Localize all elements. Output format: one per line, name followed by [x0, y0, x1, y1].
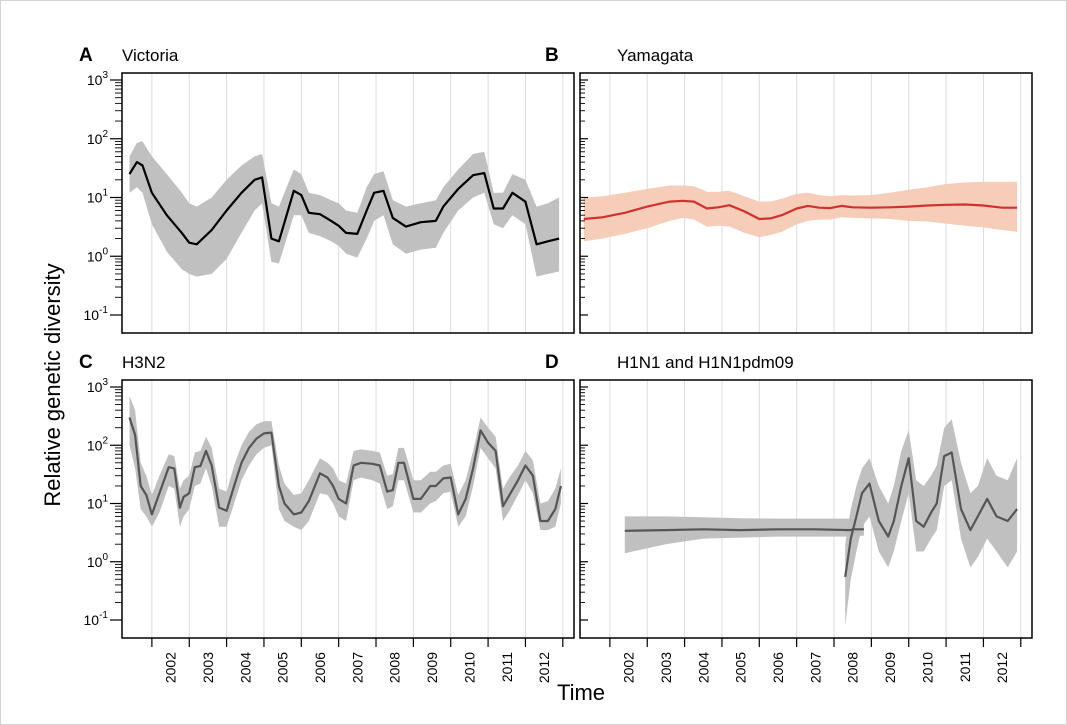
- x-tick-label: 2008: [387, 652, 403, 683]
- x-tick-label: 2008: [845, 652, 861, 683]
- panel-letter: C: [79, 352, 93, 373]
- panel-letter: B: [545, 45, 559, 66]
- series-line: [128, 161, 560, 246]
- x-tick-label: 2002: [621, 652, 637, 683]
- confidence-band: [129, 396, 561, 531]
- series-line-2: [844, 451, 1018, 578]
- y-tick-label: 103: [87, 70, 109, 88]
- x-tick-label: 2002: [163, 652, 179, 683]
- panel-A: 10-1 100 101 102 103 A Victoria: [79, 45, 575, 334]
- y-tick-label: 101: [87, 188, 109, 206]
- x-tick-label: 2012: [536, 652, 552, 683]
- panel-B: B Yamagata: [545, 45, 1033, 334]
- y-tick-label: 10-1: [84, 610, 109, 628]
- y-tick-label: 100: [87, 552, 109, 570]
- y-tick-label: 10-1: [84, 305, 109, 323]
- x-tick-label: 2010: [461, 652, 477, 683]
- x-tick-label: 2012: [994, 652, 1010, 683]
- panel-title: Yamagata: [617, 46, 694, 65]
- panel-letter: D: [545, 352, 559, 373]
- confidence-band-2: [845, 419, 1018, 626]
- x-tick-label: 2006: [770, 652, 786, 683]
- plot-area-B: [583, 73, 1022, 333]
- confidence-band: [583, 181, 1018, 242]
- panel-title: H1N1 and H1N1pdm09: [617, 353, 794, 372]
- x-axis-label: Time: [557, 680, 605, 705]
- x-tick-label: 2005: [275, 652, 291, 683]
- y-tick-label: 102: [87, 435, 109, 453]
- plot-area-D: [609, 380, 1022, 638]
- plot-area-A: [128, 73, 564, 333]
- x-tick-label: 2009: [424, 652, 440, 683]
- x-tick-label: 2003: [200, 652, 216, 683]
- confidence-band: [129, 141, 560, 277]
- y-axis-label: Relative genetic diversity: [40, 263, 65, 506]
- x-tick-label: 2009: [882, 652, 898, 683]
- x-tick-label: 2010: [919, 652, 935, 683]
- x-tick-label: 2011: [499, 652, 515, 682]
- x-tick-label: 2004: [695, 652, 711, 683]
- y-tick-label: 101: [87, 494, 109, 512]
- x-tick-label: 2011: [957, 652, 973, 682]
- x-tick-label: 2007: [349, 652, 365, 683]
- panel-title: H3N2: [122, 353, 165, 372]
- series-line: [583, 199, 1018, 221]
- x-tick-label: 2005: [733, 652, 749, 683]
- y-tick-label: 103: [87, 377, 109, 395]
- y-tick-label: 102: [87, 129, 109, 147]
- x-tick-label: 2003: [658, 652, 674, 683]
- panel-C: 10-1 100 101 102 103 2002 2003 2004 2005 2006 2007…: [79, 352, 575, 683]
- x-tick-label: 2007: [807, 652, 823, 683]
- x-tick-label: 2006: [312, 652, 328, 683]
- y-tick-label: 100: [87, 246, 109, 264]
- plot-area-C: [128, 380, 564, 638]
- panel-title: Victoria: [122, 46, 179, 65]
- panel-letter: A: [79, 45, 93, 66]
- panel-D: 2002 2003 2004 2005 2006 2007 2008 2009 2010 2011…: [545, 352, 1033, 683]
- confidence-band: [624, 516, 864, 554]
- x-tick-label: 2004: [237, 652, 253, 683]
- series-line: [624, 528, 864, 532]
- series-line: [128, 417, 562, 523]
